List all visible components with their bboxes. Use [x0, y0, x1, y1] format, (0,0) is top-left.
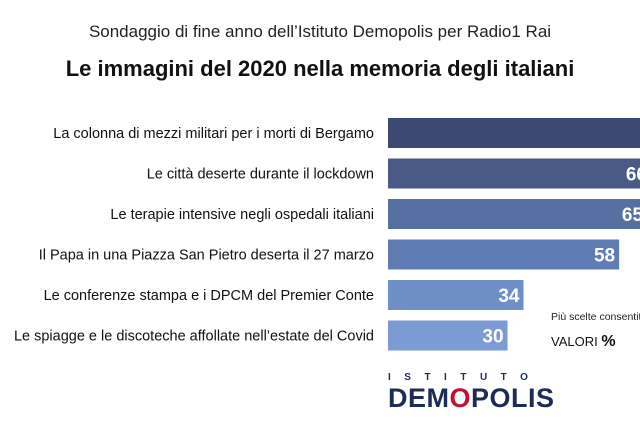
logo-main-right: POLIS: [471, 383, 555, 413]
logo-main-text: DEMOPOLIS: [388, 383, 588, 413]
category-label-1: La colonna di mezzi militari per i morti…: [53, 126, 374, 142]
category-label-6: Le spiagge e le discoteche affollate nel…: [14, 329, 374, 345]
units-symbol: %: [601, 333, 616, 350]
category-label-2: Le città deserte durante il lockdown: [147, 167, 374, 183]
units-label: VALORI: [551, 334, 598, 349]
bar-5: [388, 280, 524, 310]
legend-units: VALORI %: [551, 333, 616, 351]
logo-main-accent: O: [449, 383, 472, 413]
value-label-6: 30: [482, 327, 503, 348]
value-label-4: 58: [594, 246, 615, 267]
value-label-3: 65: [622, 205, 640, 226]
bar-2: [388, 158, 640, 189]
bar-1: [388, 118, 640, 148]
category-label-4: Il Papa in una Piazza San Pietro deserta…: [39, 248, 374, 264]
bar-4: [388, 239, 620, 270]
value-label-5: 34: [498, 286, 520, 307]
demopolis-logo: ISTITUTO DEMOPOLIS: [388, 372, 588, 413]
legend-note: Più scelte consentite: [551, 311, 640, 323]
value-label-2: 66: [626, 165, 640, 186]
bar-3: [388, 199, 640, 229]
category-label-3: Le terapie intensive negli ospedali ital…: [110, 207, 374, 223]
chart-subtitle: Sondaggio di fine anno dell’Istituto Dem…: [88, 22, 552, 41]
category-label-5: Le conferenze stampa e i DPCM del Premie…: [44, 288, 374, 304]
logo-top-text: ISTITUTO: [388, 372, 542, 383]
logo-main-left: DEM: [388, 383, 450, 413]
chart-title: Le immagini del 2020 nella memoria degli…: [65, 56, 575, 81]
bar-6: [388, 320, 508, 351]
